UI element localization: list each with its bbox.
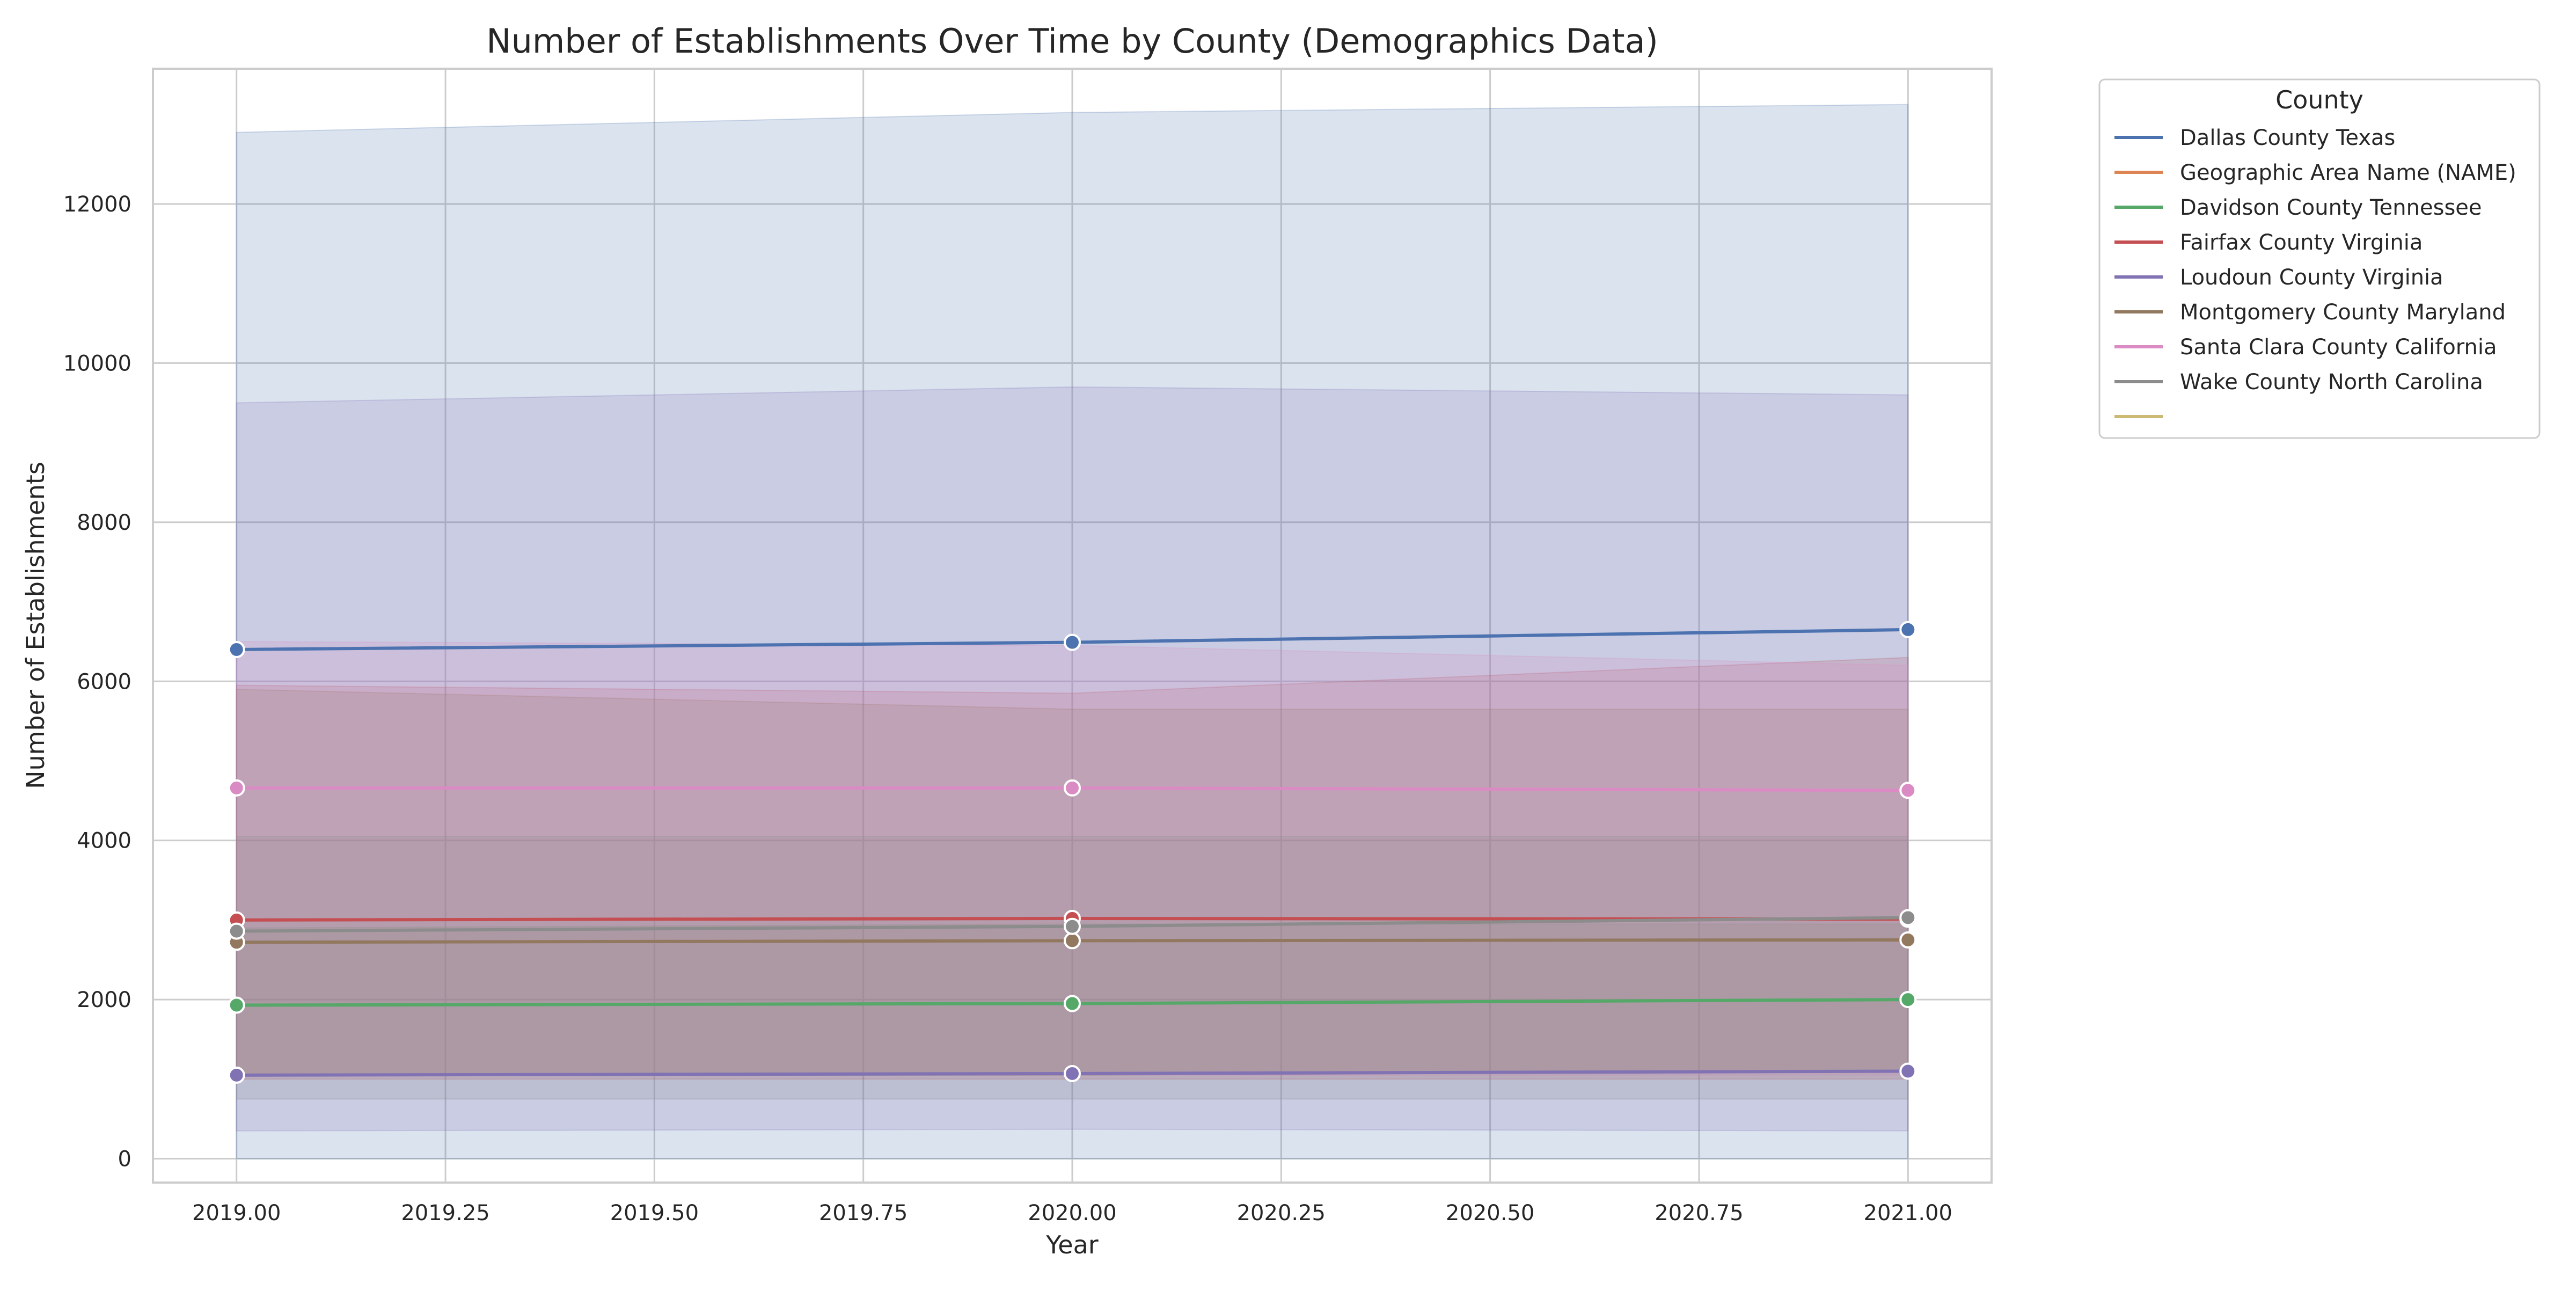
data-point xyxy=(228,922,245,940)
data-point xyxy=(228,996,245,1014)
y-tick-label: 12000 xyxy=(63,192,131,217)
x-tick-label: 2019.25 xyxy=(401,1201,489,1226)
legend-label: Montgomery County Maryland xyxy=(2180,300,2506,325)
confidence-bands xyxy=(236,104,1909,1159)
confidence-band xyxy=(236,836,1909,1100)
grid xyxy=(153,69,1992,1183)
legend: County Dallas County Texas Geographic Are… xyxy=(2098,78,2541,439)
data-point xyxy=(1899,931,1917,949)
data-point xyxy=(228,779,245,797)
x-tick-label: 2020.25 xyxy=(1237,1201,1326,1226)
legend-label: Wake County North Carolina xyxy=(2180,370,2483,395)
x-tick-label: 2019.50 xyxy=(610,1201,699,1226)
y-tick-labels: 0 2000 4000 6000 8000 10000 12000 xyxy=(63,192,131,1172)
legend-frame xyxy=(2098,78,2541,439)
x-tick-label: 2019.00 xyxy=(192,1201,281,1226)
legend-label: Davidson County Tennessee xyxy=(2180,195,2482,220)
x-tick-label: 2020.00 xyxy=(1028,1201,1116,1226)
series-markers xyxy=(228,621,1917,1084)
y-tick-label: 10000 xyxy=(63,351,131,376)
legend-label: Geographic Area Name (NAME) xyxy=(2180,161,2516,185)
legend-label: Santa Clara County California xyxy=(2180,335,2497,360)
data-point xyxy=(1899,1062,1917,1080)
chart-title: Number of Establishments Over Time by Co… xyxy=(486,21,1658,61)
data-point xyxy=(228,640,245,658)
data-point xyxy=(228,1066,245,1084)
y-tick-label: 2000 xyxy=(77,988,131,1012)
y-tick-label: 6000 xyxy=(77,669,131,694)
x-axis-label: Year xyxy=(1045,1230,1098,1259)
data-point xyxy=(1064,633,1081,651)
y-tick-label: 8000 xyxy=(77,510,131,535)
legend-label: Dallas County Texas xyxy=(2180,126,2395,150)
x-tick-label: 2020.50 xyxy=(1446,1201,1534,1226)
data-point xyxy=(1899,991,1917,1009)
data-point xyxy=(1064,995,1081,1012)
data-point xyxy=(1899,782,1917,799)
legend-title: County xyxy=(2275,85,2363,114)
x-tick-label: 2020.75 xyxy=(1655,1201,1743,1226)
x-tick-label: 2019.75 xyxy=(819,1201,908,1226)
data-point xyxy=(1064,932,1081,950)
data-point xyxy=(1064,917,1081,935)
x-tick-labels: 2019.00 2019.25 2019.50 2019.75 2020.00 2020.… xyxy=(192,1201,1952,1226)
confidence-band xyxy=(236,104,1909,1159)
plot-frame xyxy=(152,68,1993,1184)
data-point xyxy=(1899,621,1917,638)
legend-label: Loudoun County Virginia xyxy=(2180,265,2443,290)
legend-entries: Dallas County Texas Geographic Area Name … xyxy=(2114,126,2516,418)
data-point xyxy=(1064,779,1081,797)
y-tick-label: 4000 xyxy=(77,829,131,854)
y-axis-label: Number of Establishments xyxy=(21,462,50,789)
data-point xyxy=(1899,909,1917,927)
confidence-band xyxy=(236,386,1909,1132)
x-tick-label: 2021.00 xyxy=(1864,1201,1952,1226)
y-tick-label: 0 xyxy=(118,1147,131,1172)
legend-label: Fairfax County Virginia xyxy=(2180,230,2423,255)
data-point xyxy=(1064,1064,1081,1082)
